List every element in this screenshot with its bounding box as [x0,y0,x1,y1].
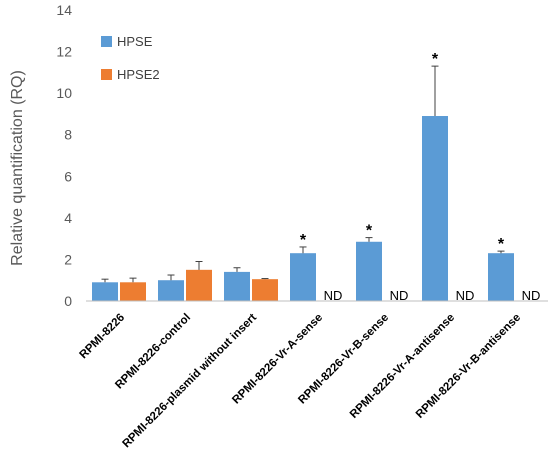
y-tick-label: 8 [64,127,72,143]
legend-label-hpse: HPSE [117,34,153,49]
bar-hpse [422,116,448,301]
significance-marker: * [366,223,373,240]
significance-marker: * [432,51,439,68]
category-label: RPMI-8226-plasmid without insert [121,312,260,451]
y-tick-label: 10 [56,85,72,101]
bar-hpse [224,271,250,301]
bar-hpse [488,253,514,301]
y-tick-label: 14 [56,2,72,18]
significance-marker: * [498,236,505,253]
category-label: RPMI-8226 [78,312,128,362]
category-label: RPMI-8226-Vr-A-antisense [348,312,457,421]
y-axis-label: Relative quantification (RQ) [9,70,26,266]
significance-marker: * [300,232,307,249]
legend-label-hpse2: HPSE2 [117,67,160,82]
not-detected-label: ND [456,288,475,303]
bar-hpse2 [252,279,278,301]
y-tick-label: 0 [64,293,72,309]
bar-hpse [158,280,184,301]
legend-swatch-hpse2 [101,69,112,80]
bar-hpse2 [186,269,212,301]
not-detected-label: ND [390,288,409,303]
category-label: RPMI-8226-Vr-B-antisense [414,312,523,421]
legend-swatch-hpse [101,36,112,47]
y-tick-label: 4 [64,210,72,226]
legend: HPSE HPSE2 [101,34,160,82]
x-axis-labels: RPMI-8226RPMI-8226-controlRPMI-8226-plas… [78,312,524,451]
not-detected-label: ND [522,288,541,303]
bars: * ND * ND * ND * ND [92,51,540,303]
bar-hpse [356,241,382,301]
y-tick-label: 2 [64,251,72,267]
bar-hpse2 [120,282,146,301]
category-label: RPMI-8226-control [113,312,193,392]
y-tick-label: 12 [56,44,72,60]
not-detected-label: ND [324,288,343,303]
bar-hpse [290,253,316,301]
bar-hpse [92,282,118,301]
y-axis: 0 2 4 6 8 10 12 14 [56,2,72,309]
y-tick-label: 6 [64,168,72,184]
